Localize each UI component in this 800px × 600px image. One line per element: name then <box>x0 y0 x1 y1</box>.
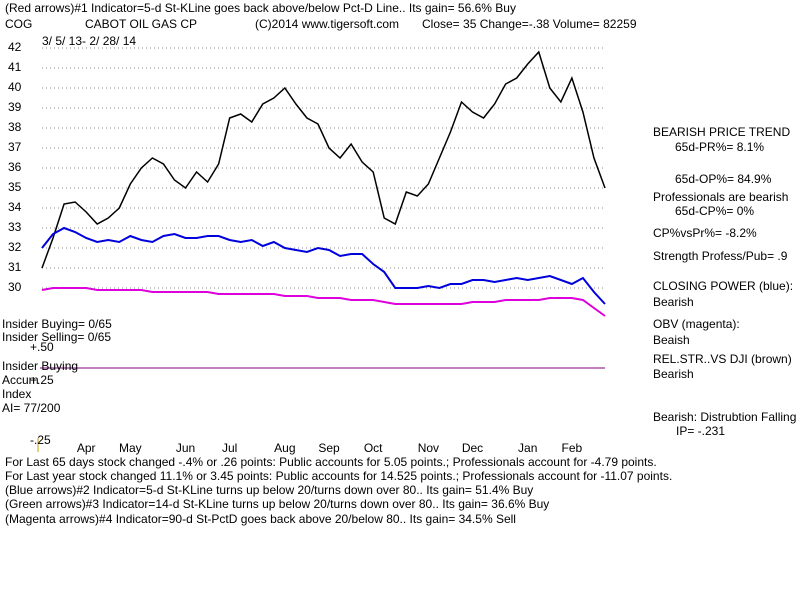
x-tick-label: Jul <box>222 441 237 455</box>
annotation: 3/ 5/ 13- 2/ 28/ 14 <box>42 34 136 48</box>
x-tick-label: Jun <box>176 441 195 455</box>
annotation: Insider Buying <box>2 359 78 373</box>
x-tick-label: Sep <box>318 441 340 455</box>
annotation: Close= 35 Change=-.38 Volume= 82259 <box>422 17 637 31</box>
annotation: Beaish <box>653 333 690 347</box>
annotation: (Blue arrows)#2 Indicator=5-d St-KLine t… <box>5 483 533 497</box>
annotation: (Magenta arrows)#4 Indicator=90-d St-Pct… <box>5 512 516 526</box>
annotation: For Last 65 days stock changed -.4% or .… <box>5 455 657 469</box>
annotation: 65d-OP%= 84.9% <box>675 172 772 186</box>
annotation: 65d-PR%= 8.1% <box>675 140 764 154</box>
legend-label: OBV (magenta): <box>653 317 740 331</box>
legend-label: CLOSING POWER (blue): <box>653 279 793 293</box>
annotation: CABOT OIL GAS CP <box>85 17 197 31</box>
annotation: Accum <box>2 373 39 387</box>
annotation: AI= 77/200 <box>2 401 61 415</box>
x-tick-label: Jan <box>518 441 537 455</box>
annotation: (C)2014 www.tigersoft.com <box>255 17 399 31</box>
y-tick-label: 33 <box>8 220 22 234</box>
annotation: Bearish: Distrubtion Falling <box>653 410 796 424</box>
y-tick-label: 35 <box>8 180 22 194</box>
y-tick-label: 34 <box>8 200 22 214</box>
y-tick-label: 40 <box>8 80 22 94</box>
annotation: Index <box>2 387 31 401</box>
annotation: COG <box>5 17 32 31</box>
series-line <box>41 287 606 317</box>
x-tick-label: Oct <box>364 441 383 455</box>
annotation: BEARISH PRICE TREND <box>653 125 790 139</box>
annotation: IP= -.231 <box>676 424 725 438</box>
x-tick-label: Apr <box>77 441 96 455</box>
annotation: Professionals are bearish <box>653 190 788 204</box>
y-tick-label: 37 <box>8 140 22 154</box>
annotation: For Last year stock changed 11.1% or 3.4… <box>5 469 672 483</box>
y-tick-label: 31 <box>8 260 22 274</box>
x-tick-label: Dec <box>462 441 483 455</box>
annotation: Insider Buying= 0/65 <box>2 317 112 331</box>
y-tick-label: 36 <box>8 160 22 174</box>
annotation: Strength Profess/Pub= .9 <box>653 249 788 263</box>
annotation: 65d-CP%= 0% <box>675 204 754 218</box>
x-tick-label: Nov <box>418 441 439 455</box>
annotation: REL.STR..VS DJI (brown) <box>653 352 792 366</box>
x-tick-label: May <box>119 441 142 455</box>
annotation: +.50 <box>30 340 54 354</box>
y-tick-label: 30 <box>8 280 22 294</box>
annotation: (Red arrows)#1 Indicator=5-d St-KLine go… <box>5 1 516 15</box>
y-tick-label: 38 <box>8 120 22 134</box>
y-tick-label: 41 <box>8 60 22 74</box>
x-tick-label: Feb <box>562 441 583 455</box>
y-tick-label: 32 <box>8 240 22 254</box>
annotation: Bearish <box>653 367 694 381</box>
annotation: Bearish <box>653 295 694 309</box>
annotation: +.25 <box>30 373 54 387</box>
annotation: (Green arrows)#3 Indicator=14-d St-KLine… <box>5 497 549 511</box>
series-line <box>41 226 606 305</box>
x-tick-label: Aug <box>274 441 295 455</box>
series-line <box>41 50 606 269</box>
annotation: -.25 <box>30 433 51 447</box>
annotation: Insider Selling= 0/65 <box>2 330 111 344</box>
y-tick-label: 39 <box>8 100 22 114</box>
y-tick-label: 42 <box>8 40 22 54</box>
annotation: CP%vsPr%= -8.2% <box>653 226 757 240</box>
